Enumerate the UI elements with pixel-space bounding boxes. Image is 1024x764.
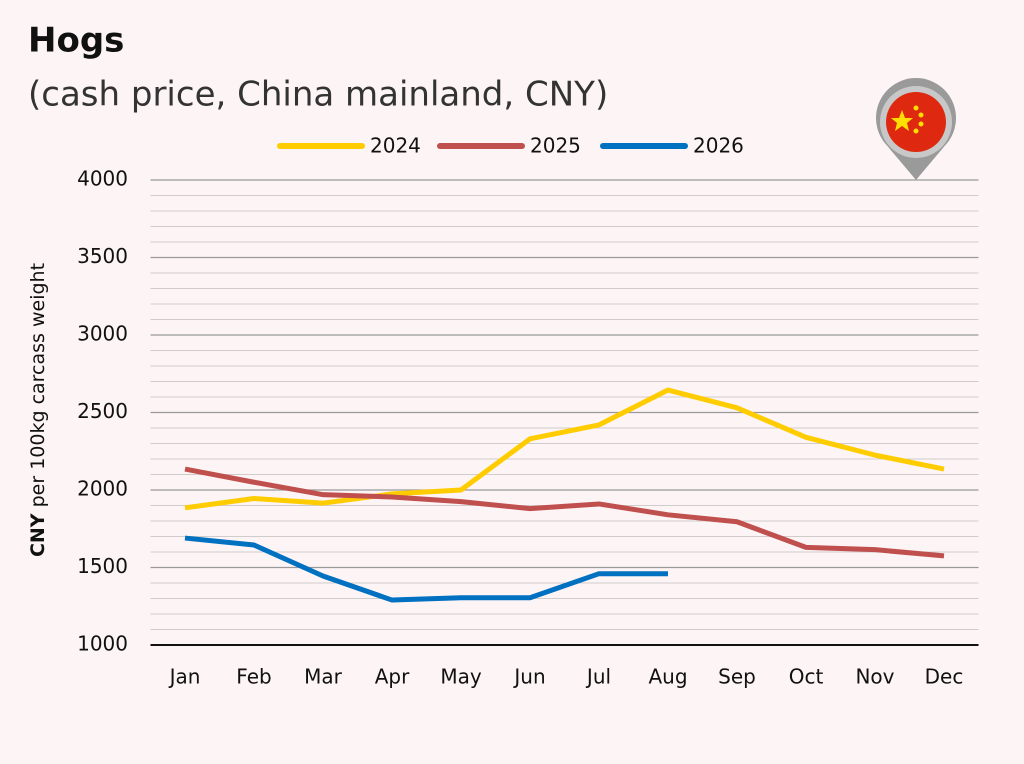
x-tick-label: Feb [236,665,271,689]
x-tick-label: Nov [855,665,894,689]
x-tick-label: Jun [512,665,545,689]
line-series [184,466,945,559]
x-tick-label: Sep [718,665,756,689]
x-tick-label: Mar [304,665,343,689]
flag-pin [876,78,956,180]
y-tick-label: 3000 [77,322,128,346]
chart-title: Hogs [28,21,124,61]
x-tick-label: Apr [375,665,410,689]
y-tick-label: 1500 [77,554,128,578]
y-tick-label: 2500 [77,399,128,423]
legend-label: 2024 [370,134,421,158]
x-tick-label: Oct [789,665,824,689]
x-tick-label: Dec [925,665,964,689]
y-tick-label: 2000 [77,477,128,501]
x-tick-label: Jan [168,665,201,689]
x-tick-label: Jul [585,665,611,689]
line-series [184,535,668,603]
y-axis-label-rest: per 100kg carcass weight [27,263,49,513]
x-tick-label: Aug [648,665,687,689]
y-tick-label: 3500 [77,244,128,268]
legend-label: 2026 [693,134,744,158]
legend-label: 2025 [530,134,581,158]
y-tick-label: 4000 [77,167,128,191]
y-axis-label: CNY per 100kg carcass weight [27,263,49,557]
chart-subtitle: (cash price, China mainland, CNY) [28,75,608,115]
line-series [184,387,945,511]
y-axis-label-bold: CNY [27,513,49,557]
y-tick-label: 1000 [77,632,128,656]
x-tick-label: May [440,665,482,689]
